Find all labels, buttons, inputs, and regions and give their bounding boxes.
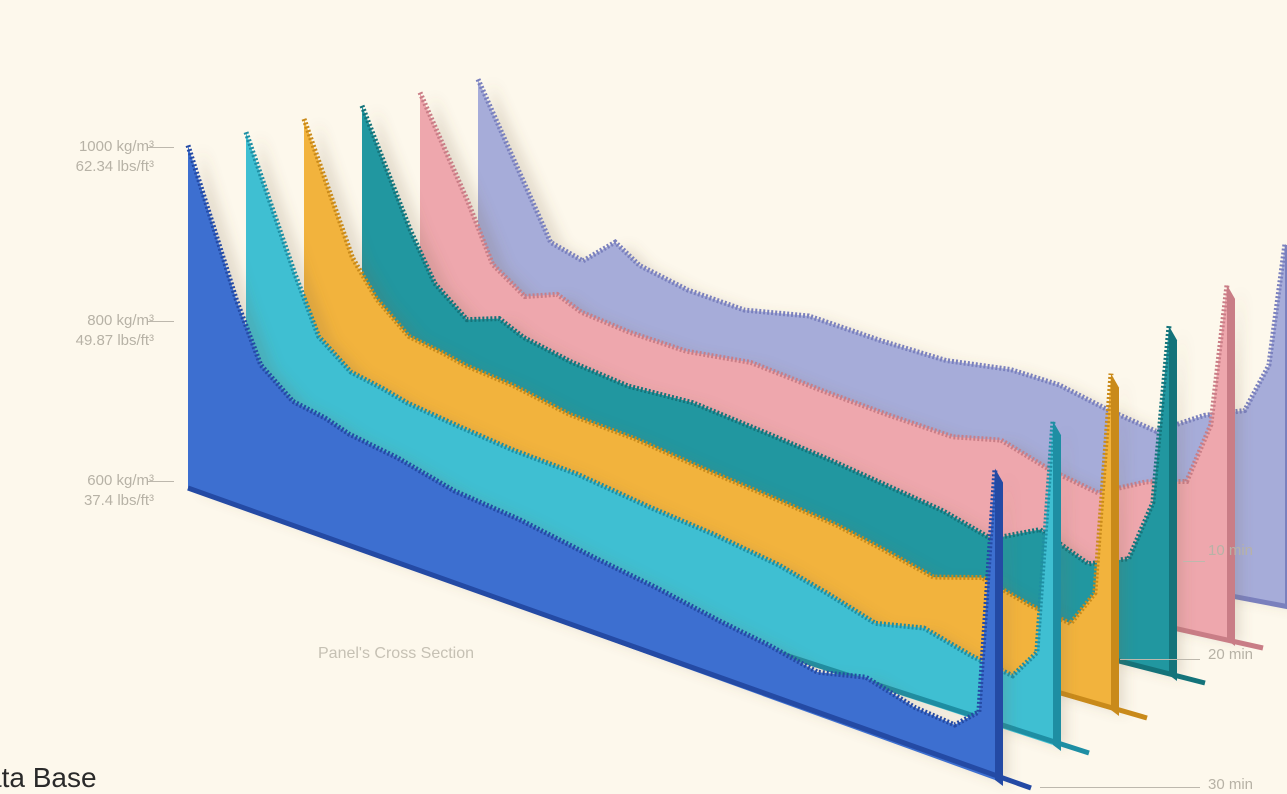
ridge-base <box>187 485 1032 791</box>
ridge-area <box>362 105 1169 675</box>
ridge-end-cap <box>1169 326 1177 681</box>
ridge-end-cap <box>1111 373 1119 716</box>
y-tick-800 <box>148 321 174 322</box>
ridge-edge <box>243 131 1056 679</box>
ridge-area <box>188 145 995 780</box>
time-tick-30 <box>1040 787 1200 788</box>
time-tick-10 <box>1183 561 1205 562</box>
ridge-edge <box>359 104 1172 567</box>
time-label-30: 30 min <box>1208 776 1254 793</box>
time-label-10: 10 min <box>1208 542 1254 559</box>
time-label-20: 20 min <box>1208 646 1254 663</box>
ridge-end-cap <box>995 468 1003 786</box>
ridge-edge <box>301 118 1114 627</box>
y-label-800: 800 kg/m³ 49.87 lbs/ft³ <box>75 312 154 349</box>
time-tick-20 <box>1120 659 1200 660</box>
y-tick-1000 <box>148 147 174 148</box>
ridge-end-cap <box>1227 284 1235 646</box>
y-tick-600 <box>148 481 174 482</box>
ridge-end-cap <box>1053 421 1061 751</box>
ridge-edge <box>475 78 1287 434</box>
y-label-1000: 1000 kg/m³ 62.34 lbs/ft³ <box>75 138 154 175</box>
ridge-area <box>246 132 1053 746</box>
footer-title: ata Base <box>0 762 97 793</box>
x-axis-label: Panel's Cross Section <box>318 645 475 662</box>
y-label-600: 600 kg/m³ 37.4 lbs/ft³ <box>83 472 154 509</box>
